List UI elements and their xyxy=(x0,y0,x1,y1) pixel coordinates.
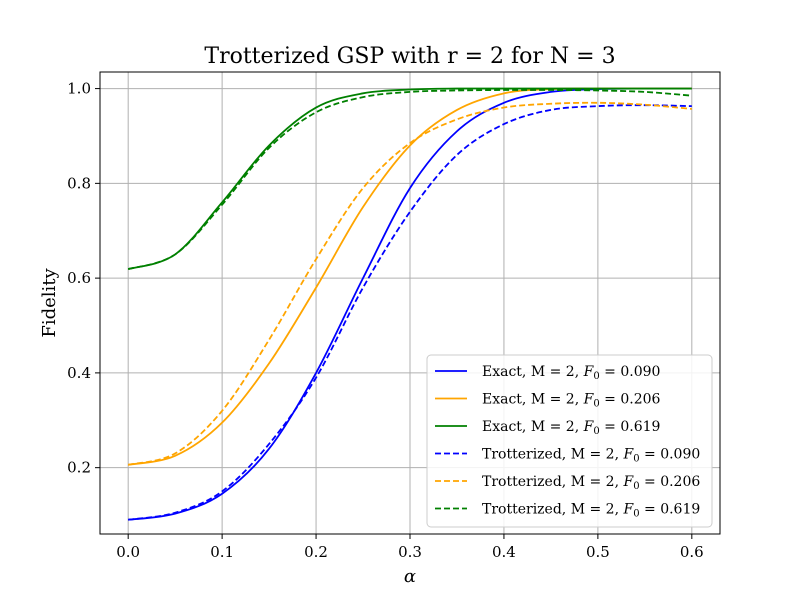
series-line-5 xyxy=(127,101,692,466)
legend-label: Exact, M = 2, F0 = 0.090 xyxy=(482,364,660,382)
y-tick-label: 1.0 xyxy=(67,80,91,98)
x-axis: 0.0 0.1 0.2 0.3 0.4 0.5 0.6 xyxy=(116,534,704,561)
y-tick-label: 0.6 xyxy=(67,269,91,287)
plot-area xyxy=(127,87,692,521)
x-tick-label: 0.2 xyxy=(304,543,328,561)
x-tick-label: 0.6 xyxy=(680,543,704,561)
legend-label: Trotterized, M = 2, F0 = 0.619 xyxy=(482,502,700,520)
series-line-3 xyxy=(127,87,692,270)
x-tick-label: 0.0 xyxy=(116,543,140,561)
legend-label: Trotterized, M = 2, F0 = 0.090 xyxy=(482,447,700,465)
legend-label: Exact, M = 2, F0 = 0.619 xyxy=(482,419,660,437)
y-axis-label: Fidelity xyxy=(39,268,60,338)
x-tick-label: 0.3 xyxy=(398,543,422,561)
legend-label: Exact, M = 2, F0 = 0.206 xyxy=(482,392,661,410)
chart-title: Trotterized GSP with r = 2 for N = 3 xyxy=(204,44,615,69)
x-tick-label: 0.5 xyxy=(586,543,610,561)
legend-box xyxy=(426,354,713,528)
y-tick-label: 0.8 xyxy=(67,174,91,192)
y-tick-label: 0.2 xyxy=(67,459,91,477)
series-line-6 xyxy=(127,89,692,270)
x-axis-label: α xyxy=(404,566,416,587)
legend: Exact, M = 2, F0 = 0.090 Exact, M = 2, F0… xyxy=(426,354,713,528)
y-axis: 0.2 0.4 0.6 0.8 1.0 xyxy=(67,80,100,477)
legend-label: Trotterized, M = 2, F0 = 0.206 xyxy=(482,474,700,492)
grid xyxy=(100,72,720,534)
series-line-4 xyxy=(128,104,692,521)
y-tick-label: 0.4 xyxy=(67,364,91,382)
x-tick-label: 0.1 xyxy=(210,543,234,561)
x-tick-label: 0.4 xyxy=(492,543,516,561)
